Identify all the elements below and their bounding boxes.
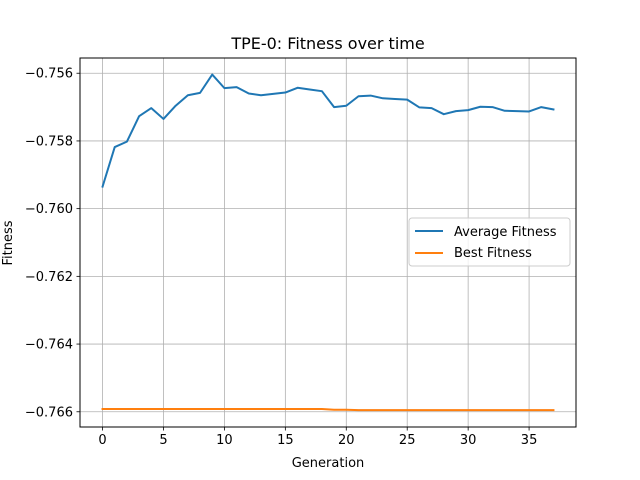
series-line-average-fitness [101, 73, 555, 188]
x-tick-label: 20 [338, 433, 355, 448]
y-tick-label: −0.760 [25, 202, 73, 217]
y-tick-label: −0.756 [25, 67, 73, 82]
x-tick-label: 0 [98, 433, 106, 448]
plot-series [101, 73, 555, 412]
legend-box [408, 217, 571, 267]
x-tick-label: 5 [159, 433, 167, 448]
y-tick-label: −0.758 [25, 134, 73, 149]
series-line-best-fitness [101, 408, 555, 412]
x-tick-label: 25 [399, 433, 416, 448]
x-tick-label: 10 [216, 433, 233, 448]
y-tick-label: −0.766 [25, 405, 73, 420]
y-tick-label: −0.762 [25, 270, 73, 285]
x-tick-label: 30 [460, 433, 477, 448]
y-tick-label: −0.764 [25, 338, 73, 353]
x-axis-label: Generation [292, 456, 365, 471]
chart-title: TPE-0: Fitness over time [230, 34, 424, 53]
axis-ticks: 0 5 10 15 20 25 30 35 −0.766 −0.764 −0.762 −0.760 −0… [25, 67, 537, 448]
legend-label-best-fitness: Best Fitness [454, 246, 532, 261]
y-axis-label: Fitness [1, 220, 16, 265]
legend: Average Fitness Best Fitness [408, 217, 571, 267]
legend-label-average-fitness: Average Fitness [454, 225, 557, 240]
x-tick-label: 35 [521, 433, 538, 448]
grid [80, 58, 576, 427]
plot-frame [79, 57, 577, 428]
x-tick-label: 15 [277, 433, 294, 448]
